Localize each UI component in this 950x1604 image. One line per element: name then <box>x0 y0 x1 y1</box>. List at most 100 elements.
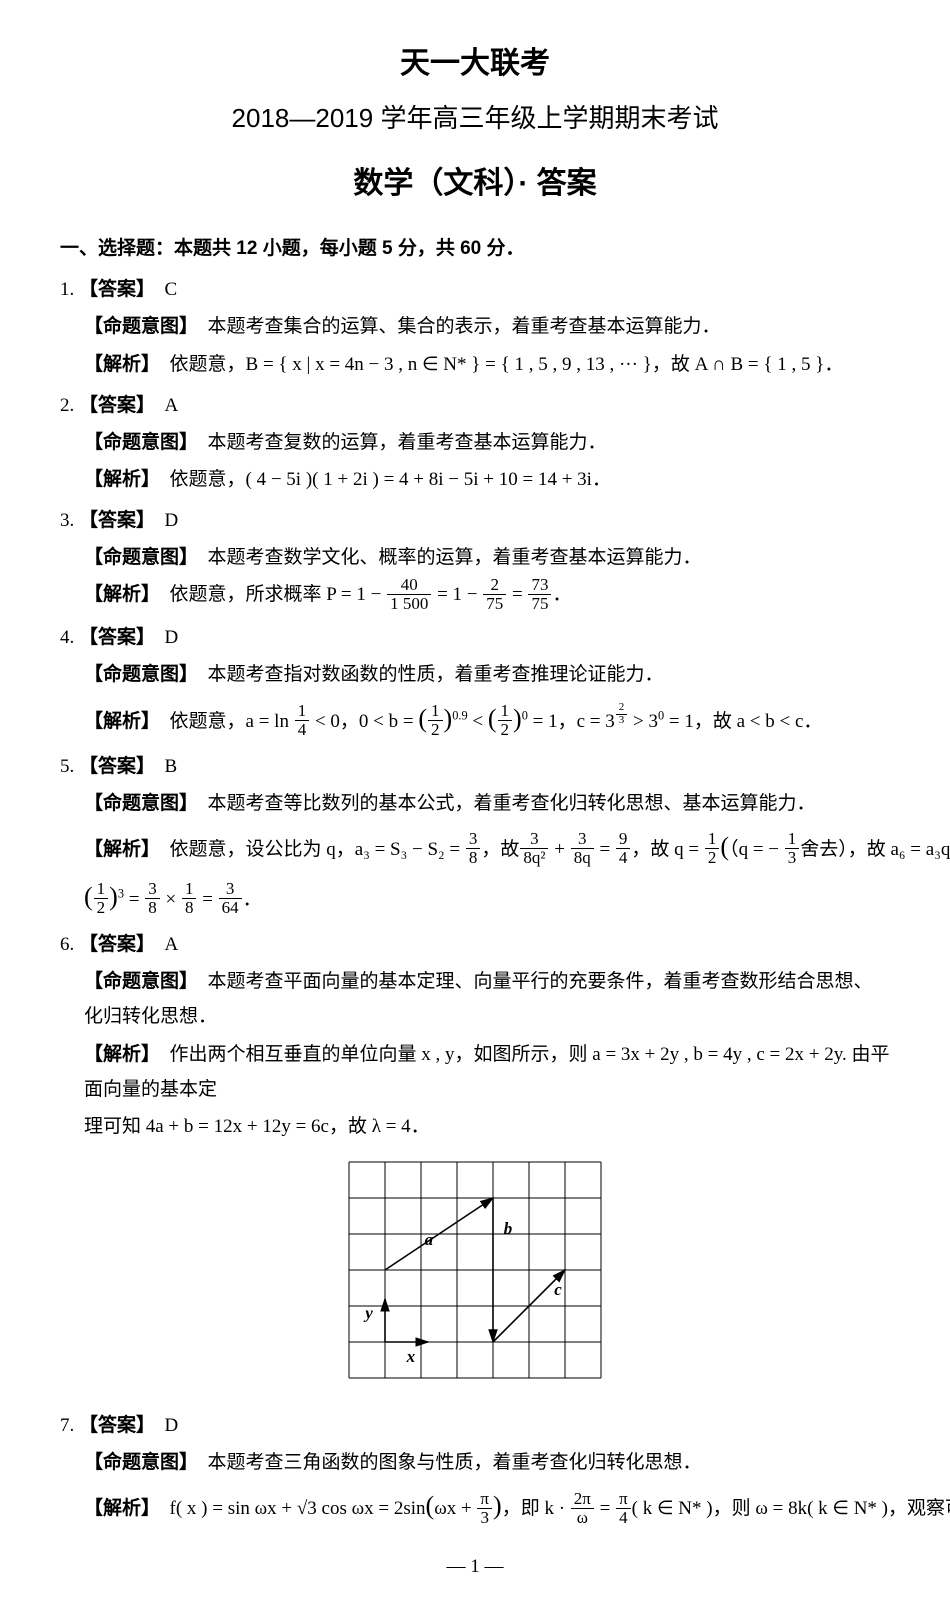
exp: 0.9 <box>452 708 467 722</box>
q4-intent-text: 本题考查指对数函数的性质，着重考查推理论证能力． <box>208 664 664 685</box>
d: 3 <box>477 1509 492 1527</box>
q1-intent-text: 本题考查集合的运算、集合的表示，着重考查基本运算能力． <box>208 316 721 337</box>
frac: 14 <box>295 702 310 739</box>
t: = 1，c = 3 <box>528 711 615 732</box>
q3-mid2: = <box>507 584 527 605</box>
q2-intent-text: 本题考查复数的运算，着重考查基本运算能力． <box>208 432 607 453</box>
q3: 3. 【答案】 D <box>60 503 890 538</box>
frac: 13 <box>785 830 800 867</box>
n: 1 <box>785 830 800 849</box>
lparen: ( <box>418 704 427 733</box>
analysis-label: 【解析】 <box>84 1498 160 1519</box>
d: 3 <box>785 849 800 867</box>
n: 3 <box>520 830 548 849</box>
analysis-label: 【解析】 <box>84 711 160 732</box>
q3-mid1: = 1 − <box>432 584 482 605</box>
n: 9 <box>616 830 631 849</box>
frac: 38 <box>466 830 481 867</box>
intent-label: 【命题意图】 <box>84 1452 198 1473</box>
frac-den: 75 <box>528 595 551 613</box>
intent-label: 【命题意图】 <box>84 316 198 337</box>
q7-analysis: 【解析】 f( x ) = sin ωx + √3 cos ωx = 2sin(… <box>60 1482 890 1530</box>
intent-label: 【命题意图】 <box>84 547 198 568</box>
frac: 12 <box>705 830 720 867</box>
d: 2 <box>498 721 513 739</box>
d: 8 <box>145 899 160 917</box>
t: + <box>549 839 569 860</box>
t: ，故 <box>481 839 519 860</box>
frac: 12 <box>94 880 109 917</box>
d: 8 <box>182 899 197 917</box>
n: 1 <box>498 702 513 721</box>
d: 2 <box>94 899 109 917</box>
svg-text:a: a <box>425 1230 434 1249</box>
page-number: — 1 — <box>60 1549 890 1584</box>
intent-label: 【命题意图】 <box>84 971 198 992</box>
t: （q = − <box>729 839 784 860</box>
q6-analysis-text1: 作出两个相互垂直的单位向量 x , y，如图所示，则 a = 3x + 2y ,… <box>84 1044 889 1100</box>
t: < 0，0 < b = <box>310 711 418 732</box>
n: 2π <box>571 1490 594 1509</box>
t: 舍去），故 a₆ = a₃q³ = <box>800 839 950 860</box>
answer-label: 【答案】 <box>79 756 155 777</box>
n: 1 <box>94 880 109 899</box>
frac-den: 1 500 <box>387 595 431 613</box>
n: 1 <box>428 702 443 721</box>
q6-intent-text: 本题考查平面向量的基本定理、向量平行的充要条件，着重考查数形结合思想、化归转化思… <box>84 971 873 1027</box>
section-heading: 一、选择题：本题共 12 小题，每小题 5 分，共 60 分． <box>60 231 890 266</box>
q2-analysis: 【解析】 依题意，( 4 − 5i )( 1 + 2i ) = 4 + 8i −… <box>60 462 890 497</box>
lparen: ( <box>84 882 93 911</box>
svg-text:c: c <box>554 1280 562 1299</box>
q1-intent: 【命题意图】 本题考查集合的运算、集合的表示，着重考查基本运算能力． <box>60 309 890 344</box>
q5-intent-text: 本题考查等比数列的基本公式，着重考查化归转化思想、基本运算能力． <box>208 793 816 814</box>
q3-answer: D <box>165 510 179 531</box>
q5-answer: B <box>165 756 178 777</box>
answer-label: 【答案】 <box>79 279 155 300</box>
q5-intent: 【命题意图】 本题考查等比数列的基本公式，着重考查化归转化思想、基本运算能力． <box>60 786 890 821</box>
q3-intent-text: 本题考查数学文化、概率的运算，着重考查基本运算能力． <box>208 547 702 568</box>
d: 4 <box>295 721 310 739</box>
frac: 2πω <box>571 1490 594 1527</box>
t: ( k ∈ N* )，则 ω = 8k( k ∈ N* )，观察可知选 D． <box>632 1498 950 1519</box>
doc-title-2: 2018—2019 学年高三年级上学期期末考试 <box>60 94 890 142</box>
t: = <box>595 1498 615 1519</box>
t: ，即 k · <box>502 1498 570 1519</box>
d: 8 <box>466 849 481 867</box>
d: 2 <box>705 849 720 867</box>
q7: 7. 【答案】 D <box>60 1408 890 1443</box>
answer-label: 【答案】 <box>79 627 155 648</box>
q4-num: 4. <box>60 627 74 648</box>
frac: 38q² <box>520 830 548 867</box>
analysis-label: 【解析】 <box>84 469 160 490</box>
d: 4 <box>616 849 631 867</box>
svg-text:x: x <box>406 1347 416 1366</box>
t: ωx + <box>434 1498 476 1519</box>
vector-grid-svg: abcxy <box>339 1152 611 1388</box>
q4: 4. 【答案】 D <box>60 620 890 655</box>
n: π <box>477 1490 492 1509</box>
q6-intent: 【命题意图】 本题考查平面向量的基本定理、向量平行的充要条件，着重考查数形结合思… <box>60 964 890 1034</box>
q5-analysis-l1: 【解析】 依题意，设公比为 q，a₃ = S₃ − S₂ = 38，故38q² … <box>60 823 890 871</box>
q2-analysis-text: 依题意，( 4 − 5i )( 1 + 2i ) = 4 + 8i − 5i +… <box>170 469 611 490</box>
rparen: ) <box>493 1491 502 1520</box>
frac-num: 73 <box>528 576 551 595</box>
q6-answer: A <box>165 934 179 955</box>
answer-label: 【答案】 <box>79 1415 155 1436</box>
frac: π4 <box>616 1490 631 1527</box>
frac: 12 <box>428 702 443 739</box>
q6-analysis-text2: 理可知 4a + b = 12x + 12y = 6c，故 λ = 4． <box>84 1116 430 1137</box>
q3-tail: ． <box>552 584 571 605</box>
q3-num: 3. <box>60 510 74 531</box>
frac: 364 <box>219 880 242 917</box>
q7-answer: D <box>165 1415 179 1436</box>
q3-intent: 【命题意图】 本题考查数学文化、概率的运算，着重考查基本运算能力． <box>60 540 890 575</box>
n: 1 <box>705 830 720 849</box>
d: 64 <box>219 899 242 917</box>
q6-analysis-l1: 【解析】 作出两个相互垂直的单位向量 x , y，如图所示，则 a = 3x +… <box>60 1037 890 1107</box>
q6: 6. 【答案】 A <box>60 927 890 962</box>
answer-label: 【答案】 <box>79 395 155 416</box>
analysis-label: 【解析】 <box>84 584 160 605</box>
analysis-label: 【解析】 <box>84 839 160 860</box>
frac: 94 <box>616 830 631 867</box>
q7-intent-text: 本题考查三角函数的图象与性质，着重考查化归转化思想． <box>208 1452 702 1473</box>
